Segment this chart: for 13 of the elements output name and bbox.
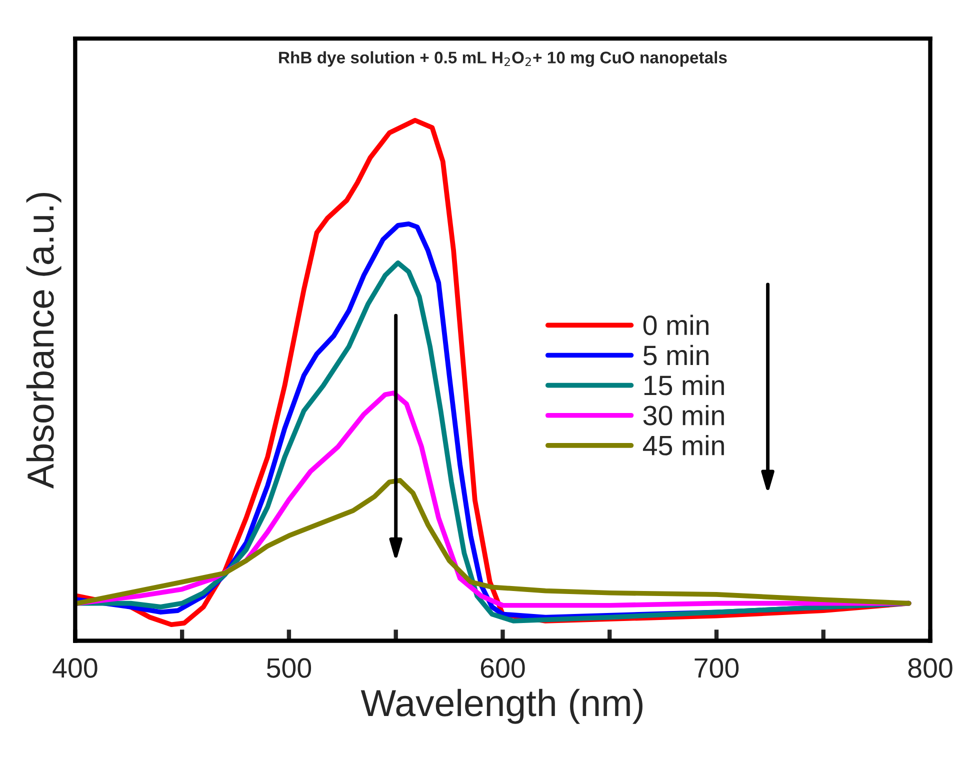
legend-label: 30 min: [643, 404, 724, 426]
legend-label: 15 min: [644, 374, 724, 396]
legend-label: 5 min: [643, 344, 708, 366]
y-axis-title: Absorbance (a.u.): [26, 192, 62, 489]
legend-label: 0 min: [643, 314, 708, 336]
x-tick-label: 600: [480, 658, 525, 678]
legend-label: 45 min: [642, 435, 724, 456]
x-tick-label: 700: [694, 658, 739, 678]
x-axis-title: Wavelength (nm): [360, 688, 642, 724]
x-tick-label: 800: [908, 658, 952, 678]
x-tick-label: 500: [266, 658, 312, 678]
chart-title: RhB dye solution + 0.5 mL H$_{2}$O$_{2}$+ 10 mg CuO nanopetals: [279, 51, 727, 67]
x-tick-label: 400: [52, 658, 98, 678]
